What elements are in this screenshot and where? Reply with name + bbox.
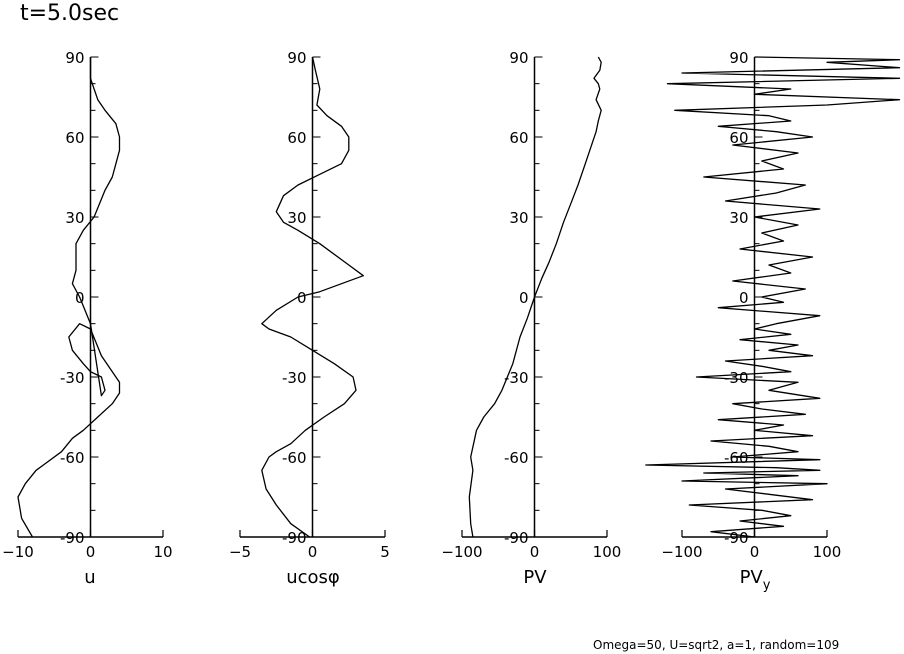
y-tick-label-2-5: 60 <box>287 129 306 147</box>
x-tick-label-2-0: −5 <box>229 543 251 561</box>
series-line-3 <box>468 56 602 538</box>
y-tick-label-3-1: -60 <box>504 449 529 467</box>
x-tick-label-1-1: 0 <box>86 543 96 561</box>
y-tick-label-4-4: 30 <box>729 209 748 227</box>
x-tick-label-1-0: −10 <box>2 543 34 561</box>
x-tick-label-4-2: 100 <box>813 543 842 561</box>
series-line-1 <box>17 57 121 538</box>
chart-title: t=5.0sec <box>20 1 120 26</box>
y-tick-label-1-2: -30 <box>60 369 85 387</box>
footer-parameters: Omega=50, U=sqrt2, a=1, random=109 <box>593 638 840 652</box>
y-tick-label-2-3: 0 <box>297 289 307 307</box>
y-tick-label-4-5: 60 <box>729 129 748 147</box>
y-tick-label-2-6: 90 <box>287 49 306 67</box>
series-line-2 <box>261 56 364 538</box>
y-tick-label-4-6: 90 <box>729 49 748 67</box>
y-tick-label-3-0: -90 <box>504 529 529 547</box>
y-tick-label-1-6: 90 <box>65 49 84 67</box>
y-tick-label-4-0: -90 <box>724 529 749 547</box>
y-tick-label-2-0: -90 <box>282 529 307 547</box>
x-tick-label-4-0: −100 <box>661 543 702 561</box>
y-tick-label-2-4: 30 <box>287 209 306 227</box>
x-axis-label-sub-4: y <box>763 578 771 593</box>
x-tick-label-3-1: 0 <box>530 543 540 561</box>
x-axis-label-1: u <box>84 567 95 588</box>
y-tick-label-2-2: -30 <box>282 369 307 387</box>
y-tick-label-2-1: -60 <box>282 449 307 467</box>
y-tick-label-1-5: 60 <box>65 129 84 147</box>
y-tick-label-3-6: 90 <box>509 49 528 67</box>
x-axis-label-4: PVy <box>740 567 771 593</box>
x-axis-label-3: PV <box>523 567 547 588</box>
x-tick-label-2-1: 0 <box>308 543 318 561</box>
x-tick-label-1-2: 10 <box>153 543 172 561</box>
y-tick-label-3-4: 30 <box>509 209 528 227</box>
y-tick-label-1-4: 30 <box>65 209 84 227</box>
y-tick-label-3-5: 60 <box>509 129 528 147</box>
x-axis-label-2: ucosφ <box>286 567 340 588</box>
y-tick-label-4-2: -30 <box>724 369 749 387</box>
x-tick-label-4-1: 0 <box>750 543 760 561</box>
y-tick-label-3-2: -30 <box>504 369 529 387</box>
x-tick-label-2-2: 5 <box>380 543 390 561</box>
y-tick-label-4-3: 0 <box>739 289 749 307</box>
x-tick-label-3-0: −100 <box>441 543 482 561</box>
x-tick-label-3-2: 100 <box>593 543 622 561</box>
y-tick-label-1-1: -60 <box>60 449 85 467</box>
y-tick-label-3-3: 0 <box>519 289 529 307</box>
y-tick-label-1-0: -90 <box>60 529 85 547</box>
series-line-4 <box>645 56 901 538</box>
